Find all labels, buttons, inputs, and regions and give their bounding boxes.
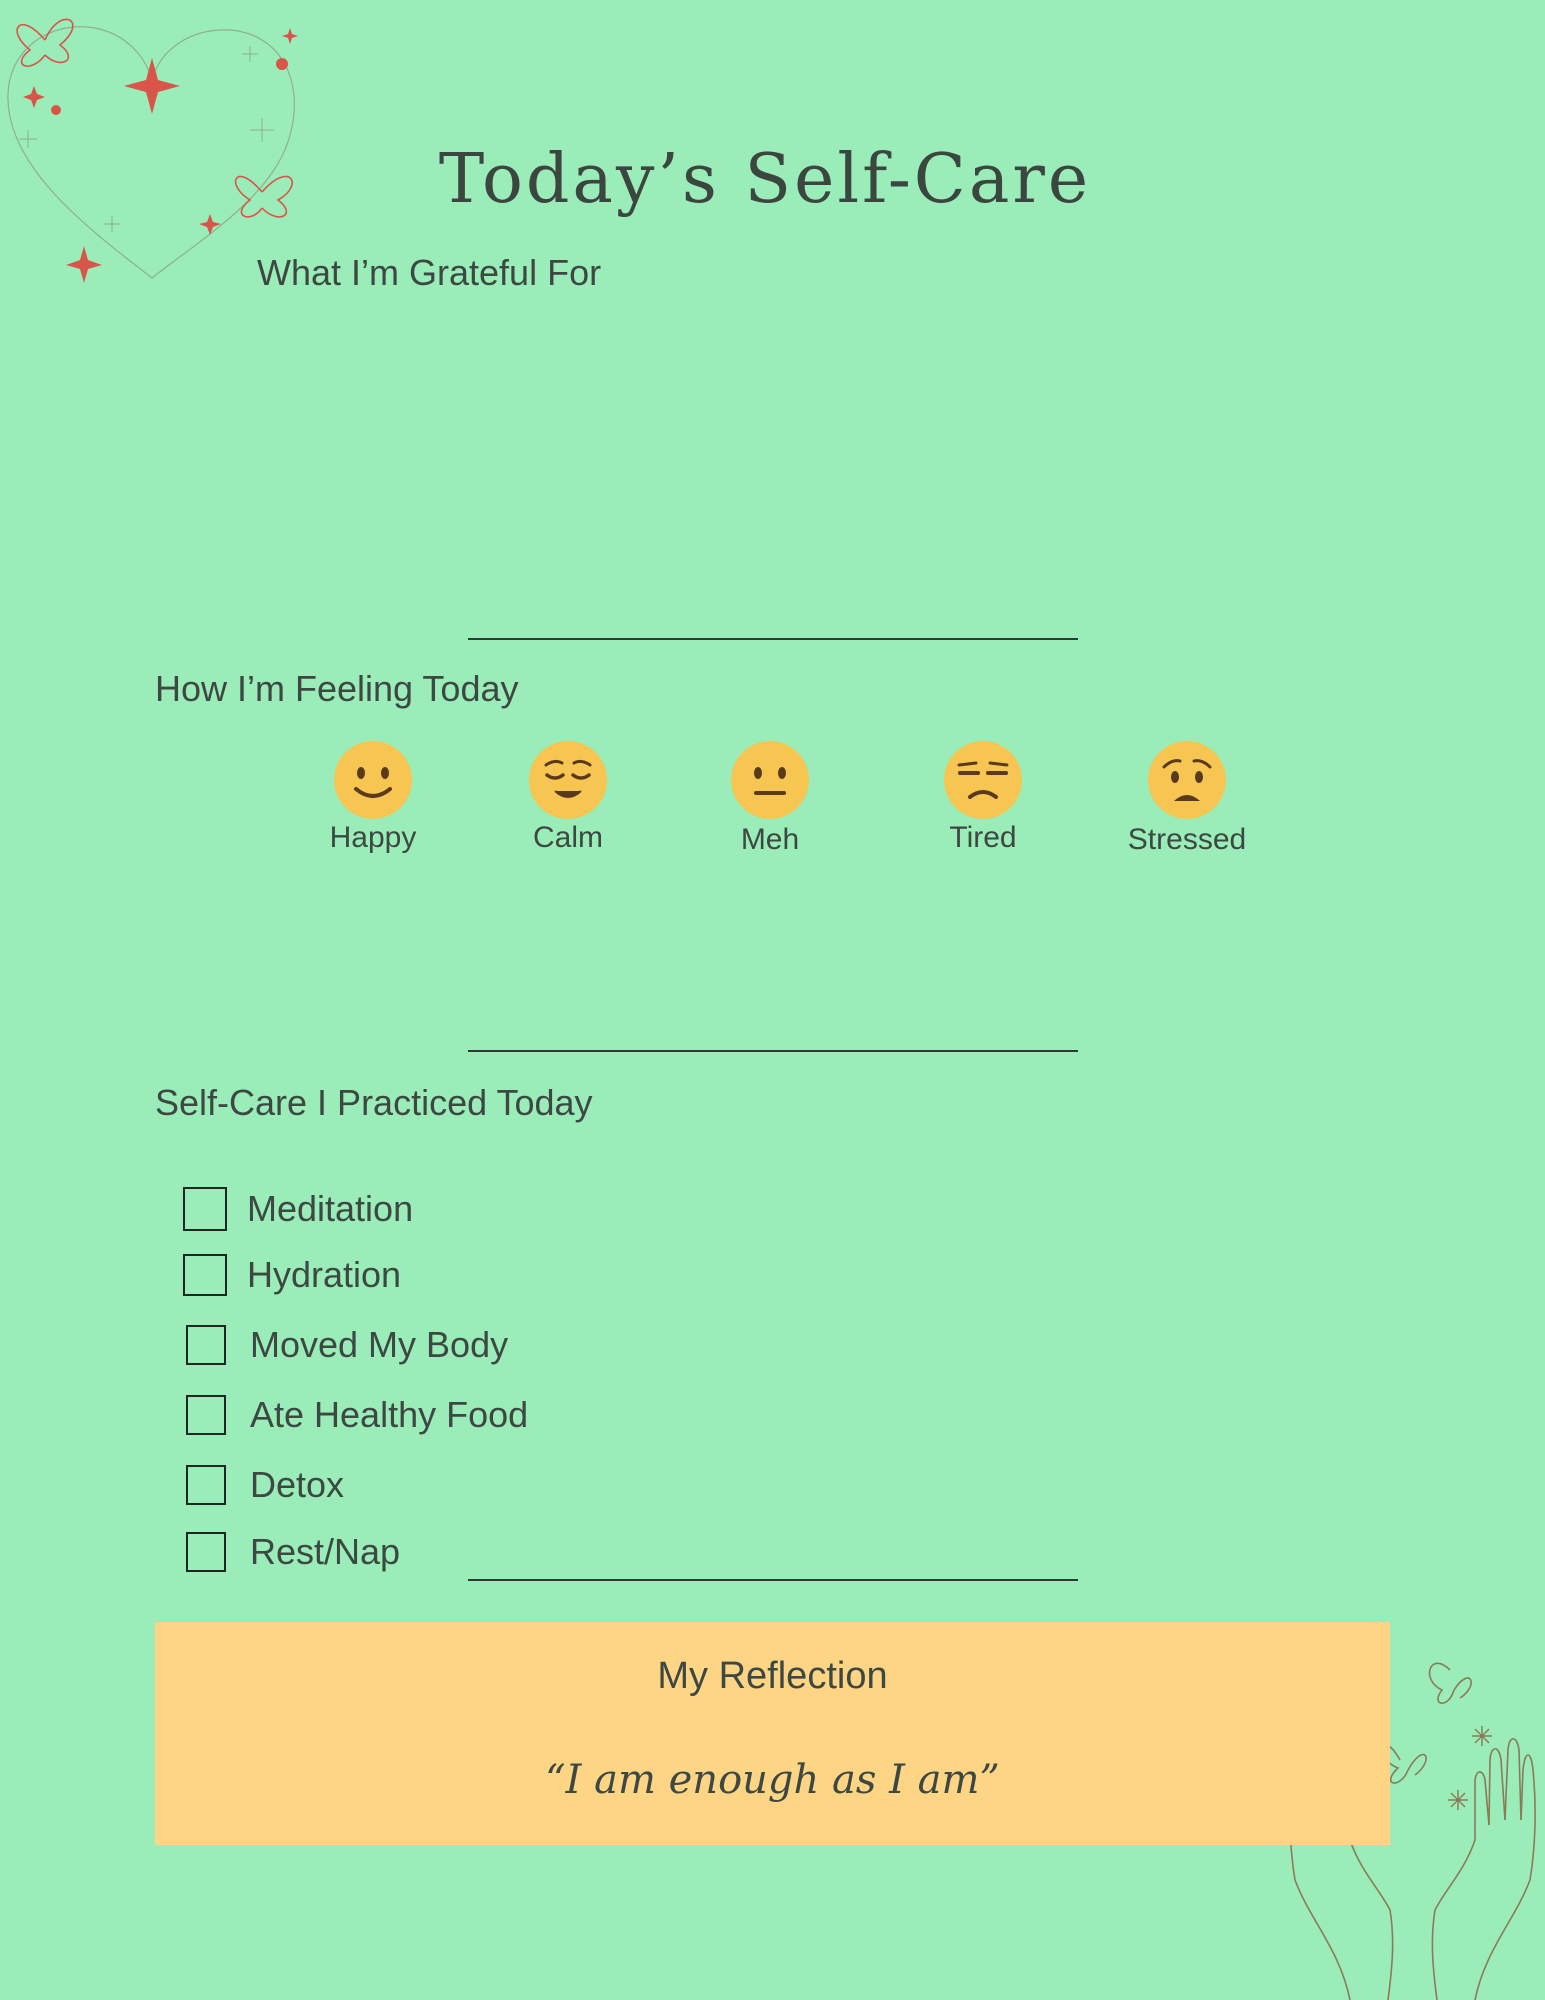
relieved-face-icon xyxy=(529,741,607,819)
checkbox[interactable] xyxy=(186,1465,226,1505)
heart-butterfly-decoration xyxy=(7,18,298,283)
practice-label: Meditation xyxy=(247,1188,414,1229)
checkbox[interactable] xyxy=(183,1187,227,1231)
neutral-face-icon xyxy=(731,741,809,819)
practice-label: Hydration xyxy=(247,1254,402,1295)
mood-label: Stressed xyxy=(1127,823,1247,856)
practice-label: Moved My Body xyxy=(250,1324,509,1365)
practice-item-detox[interactable]: Detox xyxy=(183,1460,344,1510)
checkbox[interactable] xyxy=(183,1254,227,1296)
section-divider xyxy=(468,638,1078,640)
mood-option-happy[interactable]: Happy xyxy=(283,741,463,855)
mood-option-stressed[interactable]: Stressed xyxy=(1097,741,1277,857)
reflection-quote: “I am enough as I am” xyxy=(545,1757,1000,1803)
page-title: Today’s Self-Care xyxy=(438,140,1092,219)
mood-option-tired[interactable]: Tired xyxy=(893,741,1073,855)
reflection-title: My Reflection xyxy=(657,1655,888,1697)
mood-option-meh[interactable]: Meh xyxy=(680,741,860,857)
practice-item-hydration[interactable]: Hydration xyxy=(183,1250,401,1300)
unamused-face-icon xyxy=(944,741,1022,819)
mood-label: Calm xyxy=(532,821,603,854)
mood-label: Happy xyxy=(329,821,417,854)
practice-item-moved-my-body[interactable]: Moved My Body xyxy=(183,1320,508,1370)
reflection-box xyxy=(155,1622,1390,1845)
checkbox[interactable] xyxy=(186,1395,226,1435)
gratitude-heading: What I’m Grateful For xyxy=(257,252,602,293)
practices-heading: Self-Care I Practiced Today xyxy=(155,1082,593,1123)
section-divider xyxy=(468,1579,1078,1581)
practice-label: Ate Healthy Food xyxy=(250,1394,529,1435)
practice-label: Rest/Nap xyxy=(250,1531,401,1572)
mood-option-calm[interactable]: Calm xyxy=(478,741,658,855)
feeling-heading: How I’m Feeling Today xyxy=(155,668,519,709)
practice-item-ate-healthy-food[interactable]: Ate Healthy Food xyxy=(183,1390,528,1440)
mood-label: Tired xyxy=(949,821,1017,854)
worried-face-icon xyxy=(1148,741,1226,819)
checkbox[interactable] xyxy=(186,1532,226,1572)
slightly-smiling-face-icon xyxy=(334,741,412,819)
practice-item-meditation[interactable]: Meditation xyxy=(183,1184,413,1234)
checkbox[interactable] xyxy=(186,1325,226,1365)
practice-item-rest-nap[interactable]: Rest/Nap xyxy=(183,1527,400,1577)
section-divider xyxy=(468,1050,1078,1052)
practice-label: Detox xyxy=(250,1464,345,1505)
mood-label: Meh xyxy=(740,823,800,856)
